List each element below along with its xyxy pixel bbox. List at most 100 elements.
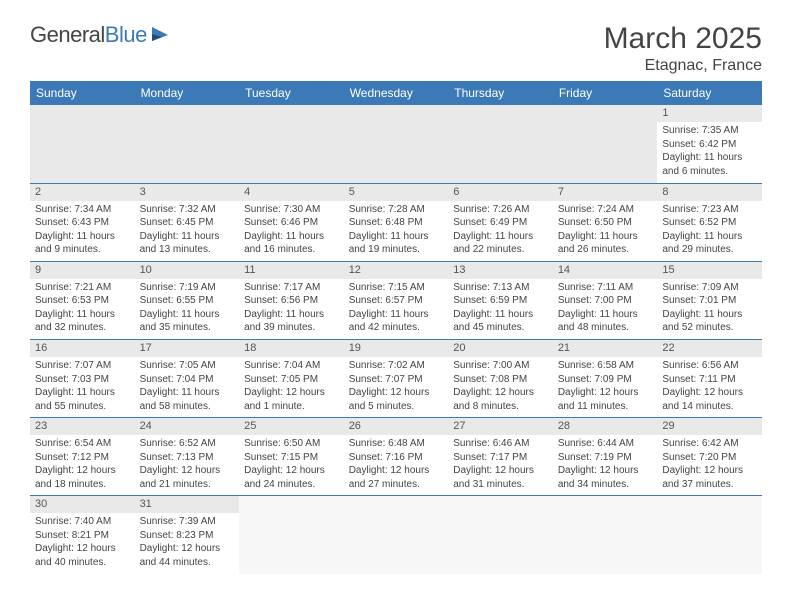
day-content: Sunrise: 7:07 AMSunset: 7:03 PMDaylight:…: [30, 357, 135, 417]
day-content: Sunrise: 7:11 AMSunset: 7:00 PMDaylight:…: [553, 279, 658, 339]
daylight-text: Daylight: 12 hours and 34 minutes.: [558, 464, 653, 491]
daylight-text: Daylight: 12 hours and 1 minute.: [244, 386, 339, 413]
calendar-cell: [344, 105, 449, 183]
calendar-cell: 13Sunrise: 7:13 AMSunset: 6:59 PMDayligh…: [448, 261, 553, 339]
day-content: Sunrise: 6:48 AMSunset: 7:16 PMDaylight:…: [344, 435, 449, 495]
sunset-text: Sunset: 8:21 PM: [35, 529, 130, 543]
sunset-text: Sunset: 7:20 PM: [662, 451, 757, 465]
calendar-body: 1Sunrise: 7:35 AMSunset: 6:42 PMDaylight…: [30, 105, 762, 574]
day-number: 18: [239, 340, 344, 357]
sunrise-text: Sunrise: 7:39 AM: [140, 515, 235, 529]
day-content: Sunrise: 7:19 AMSunset: 6:55 PMDaylight:…: [135, 279, 240, 339]
day-content: Sunrise: 6:58 AMSunset: 7:09 PMDaylight:…: [553, 357, 658, 417]
header: GeneralBlue March 2025 Etagnac, France: [30, 22, 762, 75]
sunrise-text: Sunrise: 7:24 AM: [558, 203, 653, 217]
calendar-row: 9Sunrise: 7:21 AMSunset: 6:53 PMDaylight…: [30, 261, 762, 339]
day-number: 12: [344, 262, 449, 279]
daylight-text: Daylight: 11 hours and 48 minutes.: [558, 308, 653, 335]
daylight-text: Daylight: 11 hours and 26 minutes.: [558, 230, 653, 257]
daylight-text: Daylight: 12 hours and 21 minutes.: [140, 464, 235, 491]
sunset-text: Sunset: 7:01 PM: [662, 294, 757, 308]
sunset-text: Sunset: 7:13 PM: [140, 451, 235, 465]
sunrise-text: Sunrise: 7:07 AM: [35, 359, 130, 373]
sunrise-text: Sunrise: 7:17 AM: [244, 281, 339, 295]
day-number: 24: [135, 418, 240, 435]
page: GeneralBlue March 2025 Etagnac, France S…: [0, 0, 792, 574]
sunrise-text: Sunrise: 6:48 AM: [349, 437, 444, 451]
day-content: Sunrise: 7:34 AMSunset: 6:43 PMDaylight:…: [30, 201, 135, 261]
calendar-cell: 2Sunrise: 7:34 AMSunset: 6:43 PMDaylight…: [30, 183, 135, 261]
daylight-text: Daylight: 11 hours and 39 minutes.: [244, 308, 339, 335]
calendar-cell: [239, 496, 344, 574]
sunset-text: Sunset: 7:08 PM: [453, 373, 548, 387]
calendar-cell: 27Sunrise: 6:46 AMSunset: 7:17 PMDayligh…: [448, 418, 553, 496]
daylight-text: Daylight: 12 hours and 5 minutes.: [349, 386, 444, 413]
day-header: Friday: [553, 81, 658, 105]
calendar-cell: 11Sunrise: 7:17 AMSunset: 6:56 PMDayligh…: [239, 261, 344, 339]
calendar-cell: 8Sunrise: 7:23 AMSunset: 6:52 PMDaylight…: [657, 183, 762, 261]
day-number: 28: [553, 418, 658, 435]
sunrise-text: Sunrise: 6:42 AM: [662, 437, 757, 451]
sunrise-text: Sunrise: 7:40 AM: [35, 515, 130, 529]
sunset-text: Sunset: 6:43 PM: [35, 216, 130, 230]
day-content: Sunrise: 6:50 AMSunset: 7:15 PMDaylight:…: [239, 435, 344, 495]
sunset-text: Sunset: 7:09 PM: [558, 373, 653, 387]
logo: GeneralBlue: [30, 22, 172, 48]
day-number: 20: [448, 340, 553, 357]
day-number: 17: [135, 340, 240, 357]
day-number: 3: [135, 184, 240, 201]
logo-text-2: Blue: [105, 22, 147, 48]
daylight-text: Daylight: 12 hours and 18 minutes.: [35, 464, 130, 491]
sunrise-text: Sunrise: 7:28 AM: [349, 203, 444, 217]
day-number: 14: [553, 262, 658, 279]
calendar-cell: 24Sunrise: 6:52 AMSunset: 7:13 PMDayligh…: [135, 418, 240, 496]
calendar-cell: 21Sunrise: 6:58 AMSunset: 7:09 PMDayligh…: [553, 339, 658, 417]
day-content: Sunrise: 7:26 AMSunset: 6:49 PMDaylight:…: [448, 201, 553, 261]
day-content: Sunrise: 7:30 AMSunset: 6:46 PMDaylight:…: [239, 201, 344, 261]
sunset-text: Sunset: 6:53 PM: [35, 294, 130, 308]
sunset-text: Sunset: 6:49 PM: [453, 216, 548, 230]
day-header: Thursday: [448, 81, 553, 105]
day-header: Monday: [135, 81, 240, 105]
sunset-text: Sunset: 6:46 PM: [244, 216, 339, 230]
daylight-text: Daylight: 11 hours and 45 minutes.: [453, 308, 548, 335]
day-number: 21: [553, 340, 658, 357]
sunset-text: Sunset: 7:19 PM: [558, 451, 653, 465]
calendar-cell: 19Sunrise: 7:02 AMSunset: 7:07 PMDayligh…: [344, 339, 449, 417]
day-content: Sunrise: 6:56 AMSunset: 7:11 PMDaylight:…: [657, 357, 762, 417]
day-number: 29: [657, 418, 762, 435]
daylight-text: Daylight: 12 hours and 11 minutes.: [558, 386, 653, 413]
day-number: 30: [30, 496, 135, 513]
daylight-text: Daylight: 11 hours and 22 minutes.: [453, 230, 548, 257]
daylight-text: Daylight: 12 hours and 44 minutes.: [140, 542, 235, 569]
sunset-text: Sunset: 6:52 PM: [662, 216, 757, 230]
daylight-text: Daylight: 11 hours and 42 minutes.: [349, 308, 444, 335]
calendar-cell: 15Sunrise: 7:09 AMSunset: 7:01 PMDayligh…: [657, 261, 762, 339]
day-content: Sunrise: 7:24 AMSunset: 6:50 PMDaylight:…: [553, 201, 658, 261]
calendar-cell: 1Sunrise: 7:35 AMSunset: 6:42 PMDaylight…: [657, 105, 762, 183]
calendar-row: 16Sunrise: 7:07 AMSunset: 7:03 PMDayligh…: [30, 339, 762, 417]
sunset-text: Sunset: 7:05 PM: [244, 373, 339, 387]
calendar-cell: 29Sunrise: 6:42 AMSunset: 7:20 PMDayligh…: [657, 418, 762, 496]
sunset-text: Sunset: 6:50 PM: [558, 216, 653, 230]
calendar-cell: [30, 105, 135, 183]
day-content: Sunrise: 7:00 AMSunset: 7:08 PMDaylight:…: [448, 357, 553, 417]
day-content: Sunrise: 7:09 AMSunset: 7:01 PMDaylight:…: [657, 279, 762, 339]
sunrise-text: Sunrise: 7:04 AM: [244, 359, 339, 373]
day-header-row: Sunday Monday Tuesday Wednesday Thursday…: [30, 81, 762, 105]
logo-flag-icon: [150, 25, 172, 43]
sunrise-text: Sunrise: 7:05 AM: [140, 359, 235, 373]
calendar-cell: 12Sunrise: 7:15 AMSunset: 6:57 PMDayligh…: [344, 261, 449, 339]
sunrise-text: Sunrise: 7:09 AM: [662, 281, 757, 295]
sunset-text: Sunset: 6:45 PM: [140, 216, 235, 230]
day-number: 8: [657, 184, 762, 201]
title-block: March 2025 Etagnac, France: [604, 22, 762, 75]
day-number: 19: [344, 340, 449, 357]
sunset-text: Sunset: 7:07 PM: [349, 373, 444, 387]
calendar-cell: [344, 496, 449, 574]
location: Etagnac, France: [604, 57, 762, 75]
sunrise-text: Sunrise: 7:35 AM: [662, 124, 757, 138]
day-content: Sunrise: 7:23 AMSunset: 6:52 PMDaylight:…: [657, 201, 762, 261]
sunset-text: Sunset: 7:15 PM: [244, 451, 339, 465]
daylight-text: Daylight: 12 hours and 27 minutes.: [349, 464, 444, 491]
